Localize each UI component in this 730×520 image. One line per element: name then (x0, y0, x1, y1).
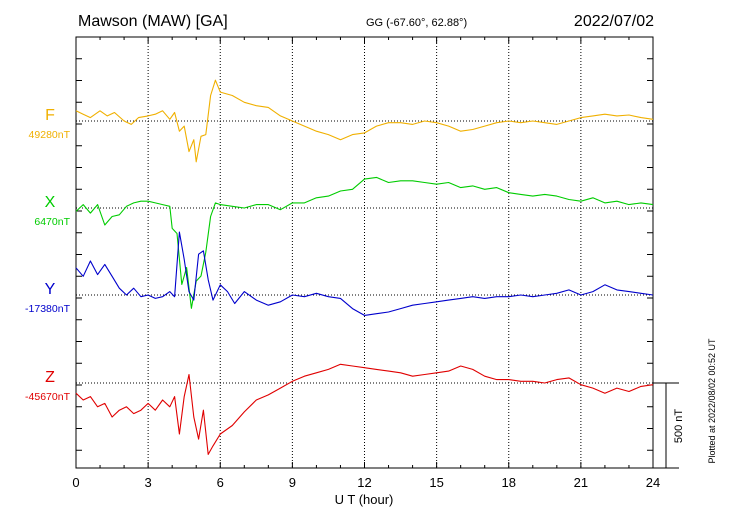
scale-bar: 500 nT (653, 382, 685, 469)
x-tick-label: 6 (217, 475, 224, 490)
series-name-x: X (45, 194, 56, 211)
series-baseline-y: -17380nT (25, 303, 71, 315)
series-line-x (75, 176, 654, 309)
series-group (75, 79, 654, 455)
x-tick-label: 15 (429, 475, 443, 490)
series-line-y (75, 231, 654, 316)
x-tick-label: 12 (357, 475, 371, 490)
series-labels: F 49280nT X 6470nT Y -17380nT Z -45670nT (25, 107, 71, 403)
series-baseline-z: -45670nT (25, 391, 71, 403)
coordinates-label: GG (-67.60°, 62.88°) (366, 17, 467, 29)
station-title: Mawson (MAW) [GA] (78, 13, 228, 30)
series-baseline-f: 49280nT (29, 129, 71, 141)
x-tick-label: 18 (502, 475, 516, 490)
series-name-y: Y (45, 281, 56, 298)
x-tick-labels: 0 3 6 9 12 15 18 21 24 (72, 475, 660, 490)
axis-ticks (75, 36, 654, 468)
series-baseline-x: 6470nT (34, 216, 70, 228)
x-axis-label: U T (hour) (335, 492, 394, 507)
x-tick-label: 21 (574, 475, 588, 490)
series-name-f: F (45, 107, 55, 124)
series-line-f (75, 79, 654, 163)
grid (76, 37, 653, 468)
series-name-z: Z (45, 369, 55, 386)
scale-bar-label: 500 nT (673, 409, 685, 444)
plotted-timestamp: Plotted at 2022/08/02 00:52 UT (707, 338, 717, 464)
x-tick-label: 0 (72, 475, 79, 490)
series-line-z (75, 363, 654, 455)
x-tick-label: 3 (145, 475, 152, 490)
date-label: 2022/07/02 (574, 13, 654, 30)
x-tick-label: 9 (289, 475, 296, 490)
x-tick-label: 24 (646, 475, 660, 490)
